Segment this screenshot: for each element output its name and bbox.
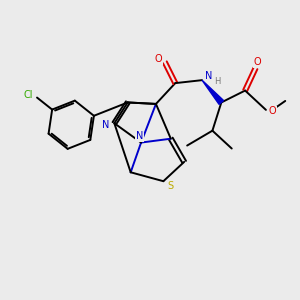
Text: Cl: Cl — [24, 90, 34, 100]
Text: S: S — [168, 181, 174, 191]
Text: N: N — [102, 120, 109, 130]
Text: O: O — [154, 54, 162, 64]
Text: O: O — [253, 57, 261, 67]
Text: N: N — [205, 71, 212, 81]
Polygon shape — [202, 80, 224, 104]
Text: N: N — [136, 131, 143, 141]
Text: H: H — [214, 77, 220, 86]
Text: O: O — [268, 106, 276, 116]
